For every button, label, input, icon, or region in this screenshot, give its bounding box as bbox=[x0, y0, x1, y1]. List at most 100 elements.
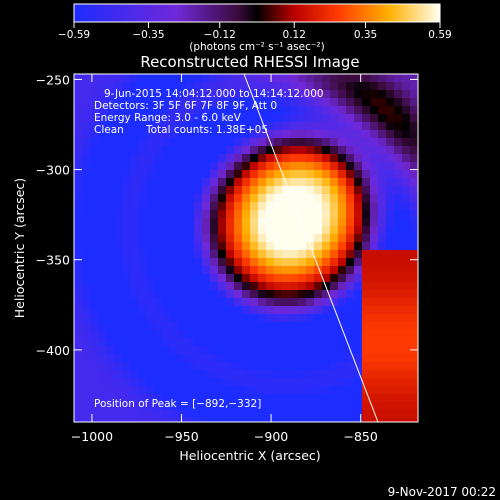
heatmap-pixel bbox=[370, 202, 378, 210]
heatmap-pixel bbox=[362, 338, 370, 346]
heatmap-pixel bbox=[234, 386, 242, 394]
heatmap-pixel bbox=[378, 402, 386, 410]
heatmap-pixel bbox=[386, 322, 394, 330]
heatmap-pixel bbox=[354, 170, 362, 178]
heatmap-pixel bbox=[306, 90, 314, 98]
y-tick-label: −350 bbox=[36, 253, 70, 268]
heatmap-pixel bbox=[194, 370, 202, 378]
heatmap-pixel bbox=[346, 90, 354, 98]
heatmap-pixel bbox=[402, 250, 410, 258]
heatmap-pixel bbox=[258, 90, 266, 98]
heatmap-pixel bbox=[202, 386, 210, 394]
heatmap-pixel bbox=[242, 346, 250, 354]
heatmap-pixel bbox=[146, 306, 154, 314]
heatmap-pixel bbox=[114, 170, 122, 178]
heatmap-pixel bbox=[386, 314, 394, 322]
heatmap-pixel bbox=[402, 202, 410, 210]
heatmap-pixel bbox=[218, 362, 226, 370]
heatmap-pixel bbox=[90, 338, 98, 346]
heatmap-pixel bbox=[178, 258, 186, 266]
heatmap-pixel bbox=[178, 170, 186, 178]
heatmap-pixel bbox=[226, 194, 234, 202]
heatmap-pixel bbox=[410, 242, 418, 250]
heatmap-pixel bbox=[90, 290, 98, 298]
heatmap-pixel bbox=[266, 114, 274, 122]
heatmap-pixel bbox=[410, 210, 418, 218]
heatmap-pixel bbox=[402, 122, 410, 130]
heatmap-pixel bbox=[194, 210, 202, 218]
heatmap-pixel bbox=[106, 402, 114, 410]
heatmap-pixel bbox=[146, 314, 154, 322]
heatmap-pixel bbox=[298, 410, 306, 418]
heatmap-pixel bbox=[242, 98, 250, 106]
heatmap-pixel bbox=[410, 250, 418, 258]
heatmap-pixel bbox=[258, 122, 266, 130]
heatmap-pixel bbox=[362, 106, 370, 114]
heatmap-pixel bbox=[218, 202, 226, 210]
heatmap-pixel bbox=[378, 194, 386, 202]
heatmap-pixel bbox=[282, 170, 290, 178]
heatmap-pixel bbox=[314, 218, 322, 226]
heatmap-pixel bbox=[146, 186, 154, 194]
heatmap-pixel bbox=[330, 218, 338, 226]
heatmap-pixel bbox=[354, 250, 362, 258]
heatmap-pixel bbox=[74, 138, 82, 146]
heatmap-pixel bbox=[330, 210, 338, 218]
heatmap-pixel bbox=[314, 210, 322, 218]
heatmap-pixel bbox=[266, 106, 274, 114]
heatmap-pixel bbox=[266, 234, 274, 242]
heatmap-pixel bbox=[178, 346, 186, 354]
heatmap-pixel bbox=[370, 410, 378, 418]
heatmap-pixel bbox=[194, 82, 202, 90]
heatmap-pixel bbox=[194, 362, 202, 370]
heatmap-pixel bbox=[354, 234, 362, 242]
heatmap-pixel bbox=[266, 130, 274, 138]
heatmap-pixel bbox=[394, 226, 402, 234]
heatmap-pixel bbox=[186, 194, 194, 202]
heatmap-pixel bbox=[202, 194, 210, 202]
heatmap-pixel bbox=[234, 162, 242, 170]
heatmap-pixel bbox=[322, 362, 330, 370]
heatmap-pixel bbox=[290, 362, 298, 370]
heatmap-pixel bbox=[386, 242, 394, 250]
heatmap-pixel bbox=[130, 226, 138, 234]
heatmap-pixel bbox=[402, 338, 410, 346]
heatmap-pixel bbox=[98, 146, 106, 154]
heatmap-pixel bbox=[162, 242, 170, 250]
heatmap-pixel bbox=[146, 354, 154, 362]
heatmap-pixel bbox=[338, 170, 346, 178]
heatmap-pixel bbox=[98, 378, 106, 386]
heatmap-pixel bbox=[258, 226, 266, 234]
heatmap-pixel bbox=[138, 274, 146, 282]
heatmap-pixel bbox=[370, 346, 378, 354]
heatmap-pixel bbox=[234, 210, 242, 218]
colorbar bbox=[73, 3, 441, 23]
heatmap-pixel bbox=[202, 122, 210, 130]
heatmap-pixel bbox=[242, 410, 250, 418]
heatmap-pixel bbox=[106, 338, 114, 346]
heatmap-pixel bbox=[258, 298, 266, 306]
heatmap-pixel bbox=[354, 130, 362, 138]
heatmap-pixel bbox=[90, 98, 98, 106]
heatmap-pixel bbox=[282, 194, 290, 202]
heatmap-pixel bbox=[82, 386, 90, 394]
heatmap-pixel bbox=[266, 370, 274, 378]
heatmap-pixel bbox=[178, 202, 186, 210]
heatmap-pixel bbox=[138, 266, 146, 274]
heatmap-pixel bbox=[170, 394, 178, 402]
heatmap-pixel bbox=[322, 178, 330, 186]
heatmap-pixel bbox=[402, 162, 410, 170]
heatmap-pixel bbox=[386, 362, 394, 370]
heatmap-pixel bbox=[146, 226, 154, 234]
heatmap-pixel bbox=[370, 258, 378, 266]
heatmap-pixel bbox=[162, 82, 170, 90]
heatmap-pixel bbox=[74, 410, 82, 418]
heatmap-pixel bbox=[202, 338, 210, 346]
heatmap-pixel bbox=[122, 418, 130, 422]
heatmap-pixel bbox=[290, 194, 298, 202]
annotation-method: Clean bbox=[94, 124, 124, 136]
heatmap-pixel bbox=[114, 114, 122, 122]
heatmap-pixel bbox=[338, 202, 346, 210]
heatmap-pixel bbox=[138, 106, 146, 114]
heatmap-pixel bbox=[378, 154, 386, 162]
